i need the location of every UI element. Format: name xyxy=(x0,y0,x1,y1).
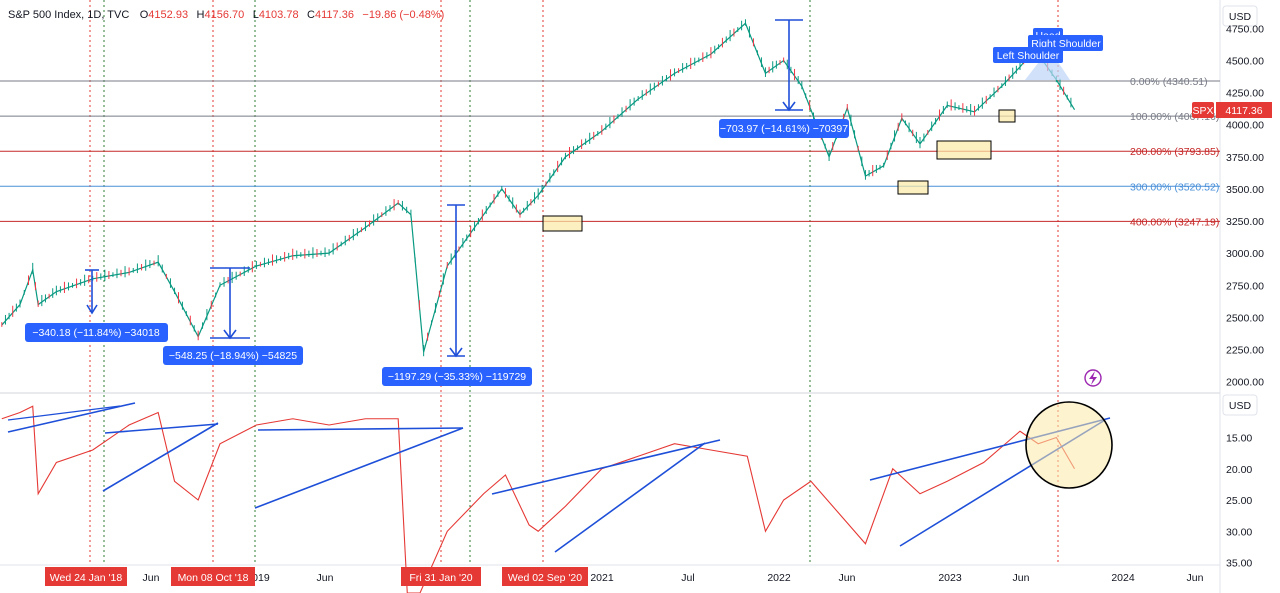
measure-label: −340.18 (−11.84%) −34018 xyxy=(32,327,160,339)
price-tick-label: 4500.00 xyxy=(1226,56,1264,68)
time-tick-label: 2022 xyxy=(767,572,791,584)
pattern-labels: Head Right Shoulder Left Shoulder xyxy=(993,28,1103,63)
vertical-marker-lines xyxy=(89,0,1059,565)
trendline[interactable] xyxy=(257,427,464,431)
price-tick-label: 4750.00 xyxy=(1226,23,1264,35)
indicator-tick-label: 30.00 xyxy=(1226,526,1252,538)
date-tag-label: Wed 02 Sep '20 xyxy=(508,572,582,584)
support-box[interactable] xyxy=(998,109,1016,123)
date-tag-label: Fri 31 Jan '20 xyxy=(409,572,472,584)
trendline[interactable] xyxy=(104,423,219,434)
time-tick-label: Jun xyxy=(1187,572,1204,584)
time-tick-label: Jul xyxy=(681,572,694,584)
highlight-circle[interactable] xyxy=(1025,401,1113,489)
time-tick-label: 2021 xyxy=(590,572,614,584)
fib-levels: 0.00% (4340.51)100.00% (4067.16)200.00% … xyxy=(0,76,1220,228)
time-tick-label: 2024 xyxy=(1111,572,1135,584)
time-tick-label: Jun xyxy=(317,572,334,584)
measure-labels: −340.18 (−11.84%) −34018 −548.25 (−18.94… xyxy=(25,119,849,386)
support-box[interactable] xyxy=(936,140,992,160)
trendline[interactable] xyxy=(7,402,136,433)
indicator-tick-label: 25.00 xyxy=(1226,495,1252,507)
trendline[interactable] xyxy=(254,427,464,509)
ohlc-change: −19.86 (−0.48%) xyxy=(362,9,444,21)
measure-label: −703.97 (−14.61%) −70397 xyxy=(720,123,848,135)
measure-label: −548.25 (−18.94%) −54825 xyxy=(169,350,297,362)
drawing-annotations[interactable] xyxy=(7,19,1113,553)
price-tick-label: 3750.00 xyxy=(1226,152,1264,164)
ohlc-high: 4156.70 xyxy=(204,9,244,21)
price-tag-value: 4117.36 xyxy=(1225,105,1262,117)
price-tick-label: 3500.00 xyxy=(1226,184,1264,196)
price-tick-label: 2250.00 xyxy=(1226,344,1264,356)
last-price-tag: SPX 4117.36 xyxy=(1192,102,1272,118)
price-tick-label: 2500.00 xyxy=(1226,312,1264,324)
date-tag-bg xyxy=(45,567,127,586)
head-shoulders-shape[interactable] xyxy=(1025,58,1070,80)
indicator-tick-label: 35.00 xyxy=(1226,558,1252,570)
fib-level-label: 400.00% (3247.19) xyxy=(1130,216,1219,228)
price-tick-label: 4250.00 xyxy=(1226,88,1264,100)
indicator-tick-label: 20.00 xyxy=(1226,464,1252,476)
lightning-icon[interactable] xyxy=(1084,369,1102,387)
fib-level-label: 200.00% (3793.85) xyxy=(1130,146,1219,158)
price-tick-label: 3000.00 xyxy=(1226,248,1264,260)
indicator-tick-label: 15.00 xyxy=(1226,433,1252,445)
price-tick-label: 3250.00 xyxy=(1226,216,1264,228)
price-axis-ticks: 4750.00 4500.00 4250.00 4000.00 3750.00 3500.… xyxy=(1226,23,1264,388)
chart-title: S&P 500 Index, 1D, TVC xyxy=(8,9,129,21)
date-tag-label: Mon 08 Oct '18 xyxy=(178,572,249,584)
time-tick-label: Jun xyxy=(839,572,856,584)
price-tag-symbol: SPX xyxy=(1192,105,1213,117)
time-tick-label: Jun xyxy=(143,572,160,584)
measure-label: −1197.29 (−35.33%) −119729 xyxy=(388,371,526,383)
time-axis-date-tags: Wed 24 Jan '18 Mon 08 Oct '18 Fri 31 Jan '… xyxy=(45,567,588,586)
indicator-axis-ticks: 15.00 20.00 25.00 30.00 35.00 xyxy=(1226,433,1252,570)
date-tag-bg xyxy=(401,567,481,586)
svg-text:USD: USD xyxy=(1229,400,1252,412)
trendline[interactable] xyxy=(491,439,721,495)
trendline[interactable] xyxy=(102,422,219,492)
fib-level-label: 300.00% (3520.52) xyxy=(1130,181,1219,193)
svg-text:USD: USD xyxy=(1229,11,1252,23)
time-tick-label: 2023 xyxy=(938,572,962,584)
support-box[interactable] xyxy=(542,215,583,232)
trendline[interactable] xyxy=(7,405,121,421)
price-tick-label: 2750.00 xyxy=(1226,280,1264,292)
currency-button-lower[interactable]: USD xyxy=(1222,394,1258,416)
fib-level-label: 0.00% (4340.51) xyxy=(1130,76,1208,88)
ohlc-open: 4152.93 xyxy=(148,9,188,21)
support-box[interactable] xyxy=(897,180,929,195)
price-tick-label: 4000.00 xyxy=(1226,120,1264,132)
time-axis-ticks: Jun 2019 Jun 2021 Jul 2022 Jun 2023 Jun 2024 Jun xyxy=(143,572,1204,584)
ohlc-low: 4103.78 xyxy=(259,9,299,21)
currency-button-upper[interactable]: USD xyxy=(1222,5,1258,27)
measure-arrow[interactable] xyxy=(85,19,803,358)
price-tick-label: 2000.00 xyxy=(1226,377,1264,389)
date-tag-label: Wed 24 Jan '18 xyxy=(50,572,123,584)
pattern-label-left-shoulder: Left Shoulder xyxy=(997,50,1060,62)
time-tick-label: Jun xyxy=(1013,572,1030,584)
trendline[interactable] xyxy=(554,442,706,553)
chart-header: S&P 500 Index, 1D, TVC O4152.93 H4156.70… xyxy=(8,5,444,22)
date-tag-bg xyxy=(171,567,255,586)
ohlc-close: 4117.36 xyxy=(315,9,354,21)
date-tag-bg xyxy=(502,567,588,586)
